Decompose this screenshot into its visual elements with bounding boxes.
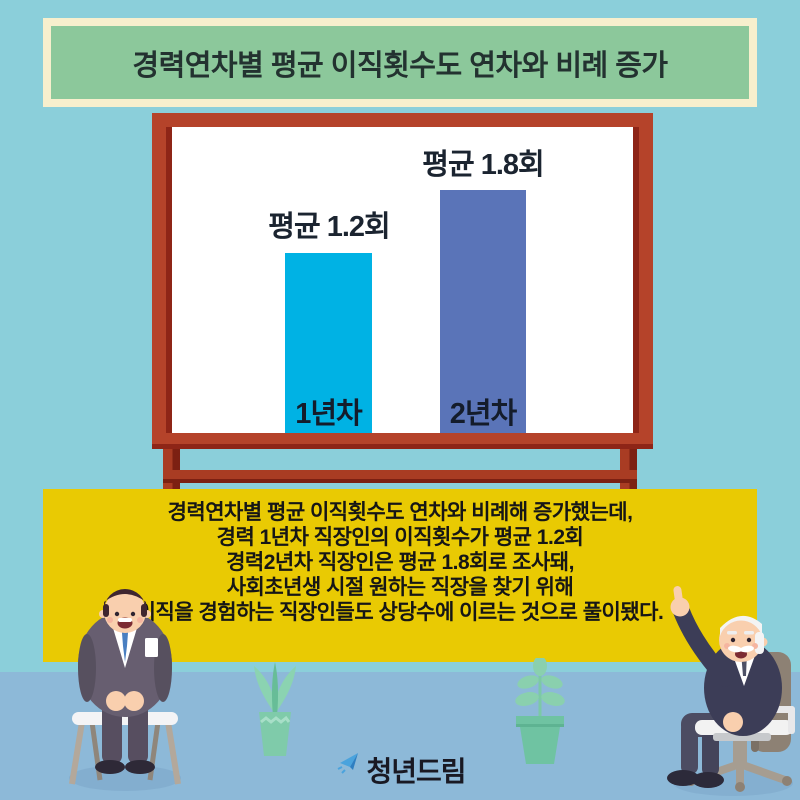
board-leg-right: [620, 445, 637, 491]
caption-line: 사회초년생 시절 원하는 직장을 찾기 위해: [226, 576, 574, 599]
caption-line: 경력연차별 평균 이직횟수도 연차와 비례해 증가했는데,: [167, 501, 633, 524]
bar-year1: [285, 253, 372, 433]
potted-plant-left: [254, 662, 296, 756]
header-banner-inner: 경력연차별 평균 이직횟수도 연차와 비례 증가: [51, 26, 749, 99]
header-banner: 경력연차별 평균 이직횟수도 연차와 비례 증가: [43, 18, 757, 107]
board-crossbar: [163, 470, 637, 483]
bar-value-label-year2: 평균 1.8회: [422, 149, 544, 181]
whiteboard-surface: [166, 127, 639, 433]
brand-logo: 청년드림: [0, 741, 800, 791]
board-leg-left: [163, 445, 180, 491]
bar-chart: 평균 1.2회 평균 1.8회 1년차 2년차: [166, 127, 639, 433]
bar-category-label-year2: 2년차: [449, 398, 518, 430]
paper-plane-icon: [338, 753, 359, 774]
bar-value-label-year1: 평균 1.2회: [268, 211, 390, 243]
bar-year2: [440, 190, 526, 433]
caption-line: 경력2년차 직장인은 평균 1.8회로 조사돼,: [226, 551, 574, 574]
page-title: 경력연차별 평균 이직횟수도 연차와 비례 증가: [132, 49, 668, 82]
bar-category-label-year1: 1년차: [295, 398, 363, 430]
caption-line: 경력 1년차 직장인의 이직횟수가 평균 1.2회: [216, 526, 584, 549]
senior-employee-illustration: [667, 586, 795, 796]
whiteboard: [152, 113, 653, 449]
seated-employee-illustration: [69, 589, 181, 791]
caption-line: 이직을 경험하는 직장인들도 상당수에 이르는 것으로 풀이됐다.: [136, 601, 664, 624]
brand-logo-text: 청년드림: [366, 756, 466, 787]
potted-plant-right: [515, 658, 565, 764]
